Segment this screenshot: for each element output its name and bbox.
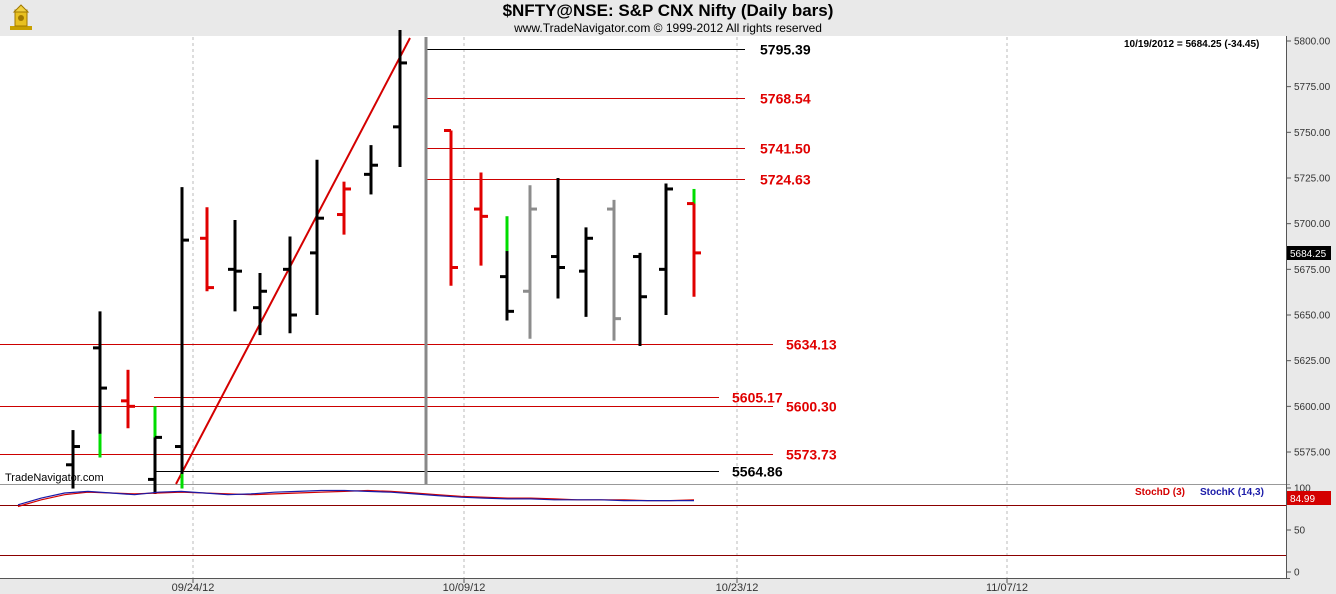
level-label: 5768.54 (760, 91, 811, 107)
last-price-label: 5684.25 (1290, 249, 1327, 260)
price-bar (607, 199, 621, 341)
indicator-y-ticks: 100 50 0 (1286, 484, 1311, 579)
y-tick-label: 5775.00 (1294, 82, 1331, 93)
price-bar (474, 172, 488, 266)
x-axis-ticks: 09/24/12 10/09/12 10/23/12 11/07/12 (172, 578, 1028, 594)
level-label: 5573.73 (786, 447, 837, 463)
y-tick-label: 5725.00 (1294, 174, 1331, 185)
y-tick-label: 5575.00 (1294, 448, 1331, 459)
level-label: 5741.50 (760, 141, 811, 157)
price-bar (444, 129, 458, 286)
indicator-reference-lines (0, 505, 1286, 556)
y-tick-label: 5700.00 (1294, 219, 1331, 230)
price-bar (579, 227, 593, 317)
y-tick-label: 5650.00 (1294, 311, 1331, 322)
level-label: 5795.39 (760, 42, 811, 58)
price-bar (228, 220, 242, 312)
price-bar (337, 181, 351, 235)
trade-navigator-logo-icon (10, 4, 32, 30)
x-tick-label: 09/24/12 (172, 582, 215, 594)
indicator-last-label: 84.99 (1290, 494, 1315, 505)
grid-lines (192, 37, 1008, 578)
price-bar (659, 183, 673, 315)
chart-header: $NFTY@NSE: S&P CNX Nifty (Daily bars) ww… (0, 0, 1336, 36)
price-bar (66, 430, 80, 489)
stoch-k-legend: StochK (14,3) (1200, 487, 1264, 498)
trend-line[interactable] (175, 37, 411, 485)
ohlc-bars (66, 30, 701, 495)
level-label: 5634.13 (786, 337, 837, 353)
indicator-last-box (1287, 491, 1331, 505)
price-bar (200, 207, 214, 292)
y-tick-label: 5800.00 (1294, 37, 1331, 48)
indicator-tick-label: 100 (1294, 484, 1311, 495)
stoch-k-line (17, 489, 694, 506)
last-price-box (1287, 246, 1331, 260)
price-bar (633, 252, 647, 347)
watermark-text: TradeNavigator.com (5, 472, 104, 484)
stoch-d-legend: StochD (3) (1135, 487, 1185, 498)
level-label: 5564.86 (732, 464, 783, 480)
price-bar (500, 216, 514, 321)
price-bar (121, 369, 135, 429)
price-bar (393, 30, 407, 168)
x-tick-label: 11/07/12 (986, 582, 1028, 594)
level-label: 5600.30 (786, 399, 837, 415)
price-bar (283, 236, 297, 334)
price-bar (148, 406, 162, 495)
x-tick-label: 10/23/12 (716, 582, 759, 594)
y-tick-label: 5600.00 (1294, 402, 1331, 413)
y-tick-label: 5625.00 (1294, 356, 1331, 367)
price-bar (551, 178, 565, 299)
price-bar (364, 145, 378, 195)
y-tick-label: 5750.00 (1294, 128, 1331, 139)
y-axis-ticks: 5800.00 5775.00 5750.00 5725.00 5700.00 5675.… (1286, 37, 1331, 459)
indicator-tick-label: 0 (1294, 568, 1300, 579)
price-bar (93, 311, 107, 458)
price-bar (523, 185, 537, 339)
price-bar (253, 272, 267, 336)
chart-copyright: www.TradeNavigator.com © 1999-2012 All r… (514, 21, 822, 35)
x-tick-label: 10/09/12 (443, 582, 486, 594)
last-bar-info: 10/19/2012 = 5684.25 (-34.45) (1124, 39, 1259, 50)
indicator-tick-label: 50 (1294, 526, 1306, 537)
price-bar (175, 187, 189, 489)
chart-title: $NFTY@NSE: S&P CNX Nifty (Daily bars) (502, 1, 834, 20)
level-label: 5605.17 (732, 390, 783, 406)
level-label: 5724.63 (760, 172, 811, 188)
y-tick-label: 5675.00 (1294, 265, 1331, 276)
price-bar (310, 159, 324, 315)
indicator-panel-background (0, 484, 1286, 578)
price-bar (687, 188, 701, 297)
